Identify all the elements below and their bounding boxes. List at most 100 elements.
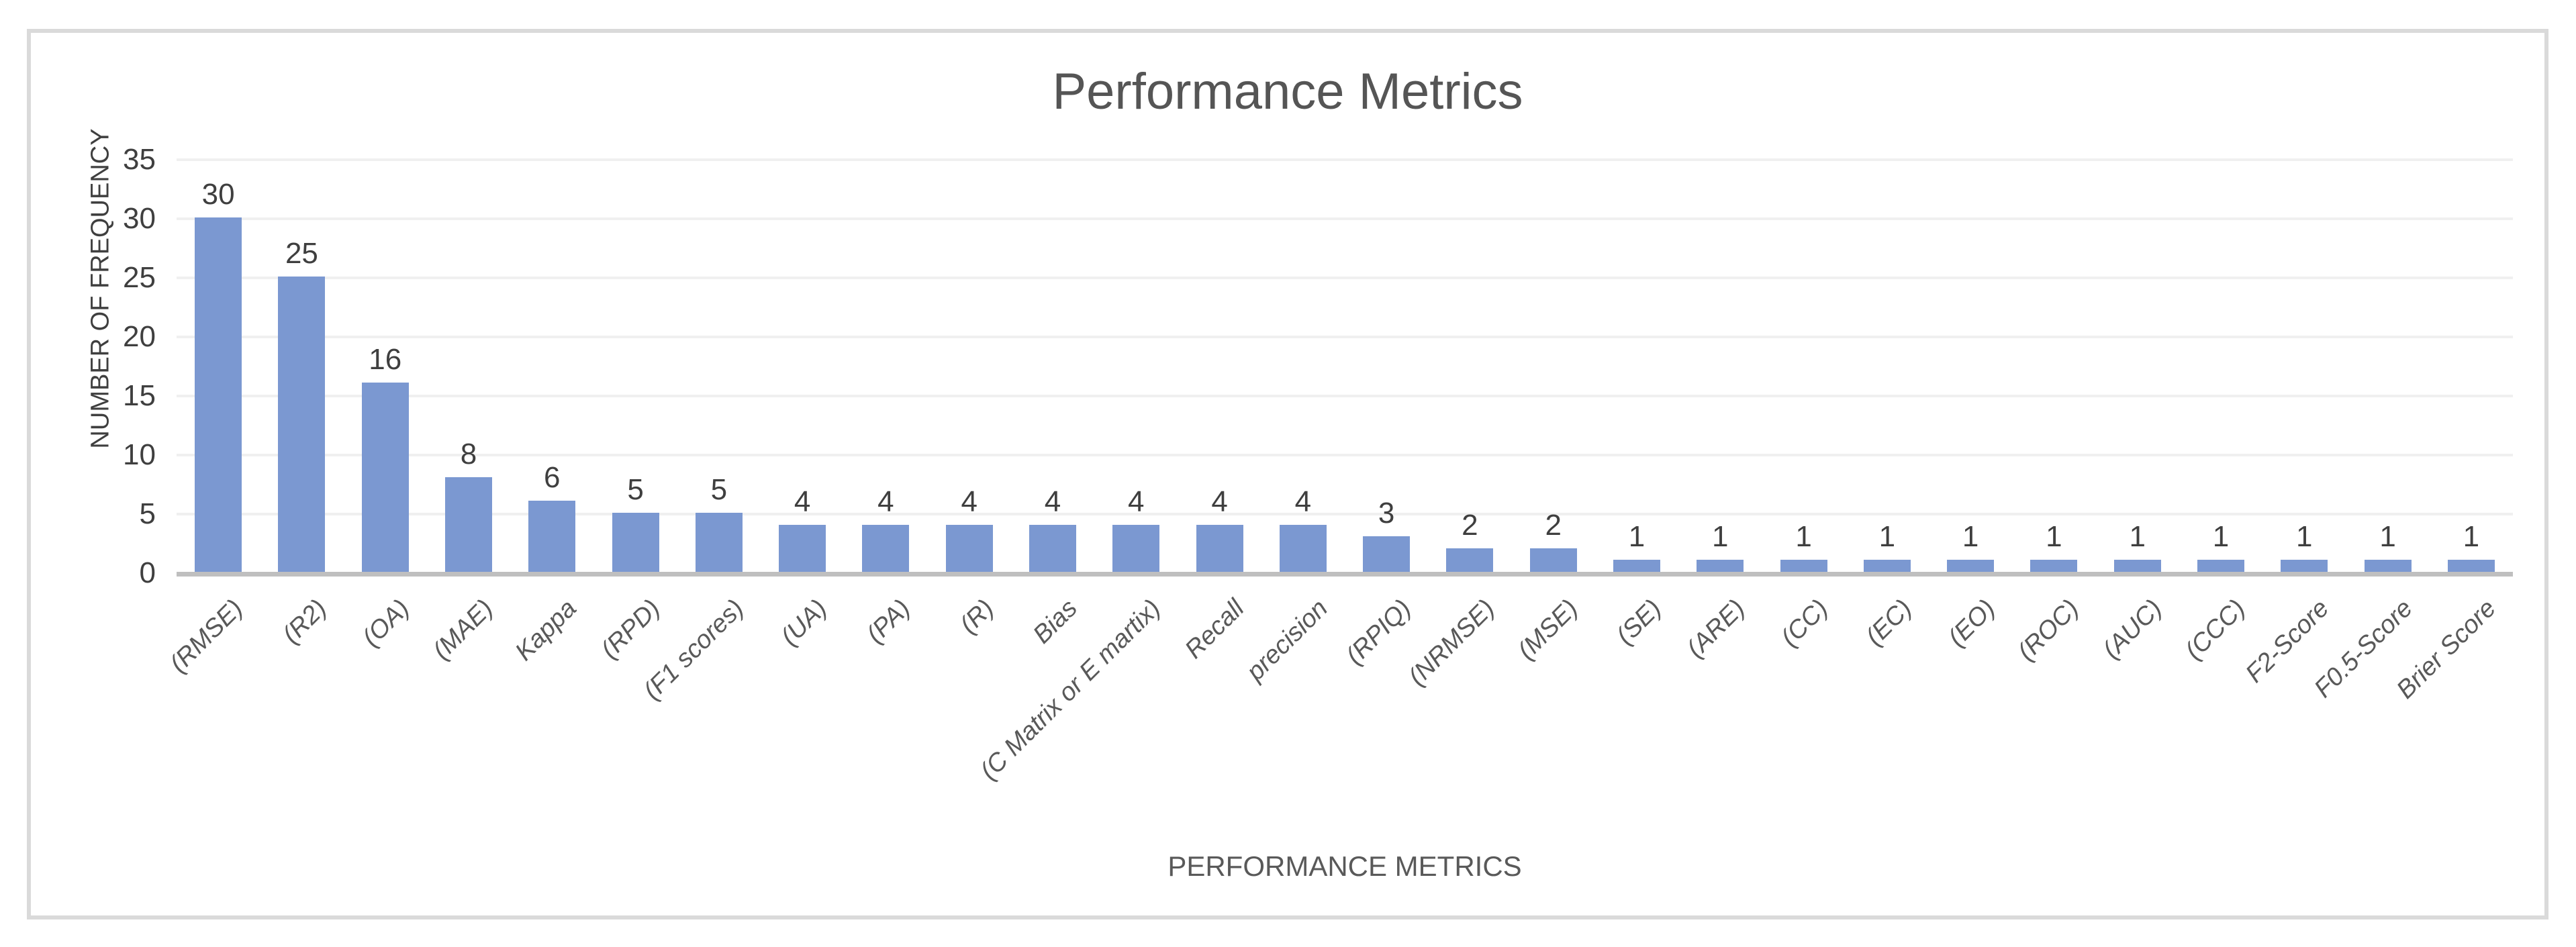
bar-value-label: 5 [627, 473, 644, 506]
bar-value-label: 8 [460, 438, 477, 471]
bar [2447, 560, 2495, 572]
bar-value-label: 4 [877, 485, 894, 518]
x-category-label: precision [1241, 594, 1333, 687]
bar [528, 501, 576, 572]
bar [1363, 536, 1411, 572]
bar [612, 513, 659, 572]
gridline-15 [177, 395, 2513, 397]
x-category-label: (PA) [861, 594, 916, 649]
x-axis-title: PERFORMANCE METRICS [1167, 850, 1522, 882]
x-category-label: (AUC) [2097, 594, 2168, 664]
bar [862, 524, 910, 572]
bar-value-label: 16 [369, 343, 402, 377]
bar-value-label: 1 [1628, 520, 1645, 554]
y-tick-label: 35 [123, 143, 156, 176]
bar [779, 524, 826, 572]
bar [945, 524, 993, 572]
bar-value-label: 4 [1044, 485, 1061, 518]
bar [1780, 560, 1827, 572]
bar [1613, 560, 1660, 572]
bar-value-label: 4 [1294, 485, 1312, 518]
x-category-label: (SE) [1611, 594, 1667, 650]
x-category-label: (ROC) [2012, 594, 2085, 666]
bar [1446, 548, 1494, 572]
bar [2113, 560, 2161, 572]
x-category-label: (CC) [1776, 594, 1834, 652]
bar-value-label: 4 [961, 485, 977, 518]
bar-value-label: 2 [1462, 508, 1478, 542]
x-category-label: Recall [1180, 594, 1250, 664]
bar-value-label: 1 [2379, 520, 2396, 554]
x-axis-line [177, 572, 2513, 577]
x-category-label: (UA) [775, 594, 833, 652]
chart-card: Performance Metrics NUMBER OF FREQUENCY … [27, 29, 2548, 919]
y-tick-label: 10 [123, 438, 156, 471]
gridline-30 [177, 217, 2513, 220]
bar-value-label: 1 [1712, 520, 1729, 554]
gridline-25 [177, 277, 2513, 279]
x-category-label: (EO) [1942, 594, 2001, 652]
bar-value-label: 6 [544, 461, 561, 495]
bar-value-label: 4 [1211, 485, 1228, 518]
x-category-label: (NRMSE) [1402, 594, 1500, 691]
y-tick-label: 15 [123, 379, 156, 412]
bar [1863, 560, 1911, 572]
bar-value-label: 5 [710, 473, 728, 506]
x-category-label: Bias [1028, 594, 1083, 650]
bar-value-label: 4 [794, 485, 811, 518]
x-category-label: (ARE) [1681, 594, 1751, 664]
bar [195, 217, 242, 572]
bar-value-label: 30 [201, 178, 235, 211]
x-category-label: (RPD) [595, 594, 666, 664]
bar-value-label: 1 [2463, 520, 2480, 554]
bar [1697, 560, 1744, 572]
bar [695, 513, 743, 572]
y-tick-label: 30 [123, 202, 156, 235]
bar [2364, 560, 2412, 572]
bar [1947, 560, 1995, 572]
bar-value-label: 1 [1795, 520, 1812, 554]
chart-title: Performance Metrics [1052, 63, 1523, 120]
y-tick-label: 5 [139, 497, 156, 530]
bar-value-label: 1 [2046, 520, 2062, 554]
y-tick-label: 20 [123, 320, 156, 353]
gridline-5 [177, 513, 2513, 515]
x-category-label: (EC) [1860, 594, 1917, 652]
bar [1112, 524, 1160, 572]
bar-value-label: 1 [2129, 520, 2146, 554]
bar-value-label: 2 [1545, 508, 1562, 542]
bar [2197, 560, 2244, 572]
x-category-label: Kappa [510, 594, 583, 666]
x-category-label: (MAE) [428, 594, 499, 666]
x-category-label: (RMSE) [164, 594, 249, 679]
gridline-35 [177, 158, 2513, 161]
y-tick-label: 25 [123, 261, 156, 294]
x-category-label: (MSE) [1512, 594, 1584, 666]
y-tick-label: 0 [139, 556, 156, 589]
bar [1279, 524, 1327, 572]
x-category-label: (OA) [357, 594, 416, 652]
bar-value-label: 1 [2212, 520, 2230, 554]
bar [2030, 560, 2078, 572]
bar [2281, 560, 2328, 572]
x-category-label: (RPIQ) [1340, 594, 1417, 670]
bar [1196, 524, 1243, 572]
bar-value-label: 1 [1962, 520, 1979, 554]
bar [1029, 524, 1076, 572]
bar-value-label: 25 [285, 237, 318, 270]
gridline-20 [177, 336, 2513, 338]
gridline-10 [177, 454, 2513, 456]
bar-value-label: 1 [2296, 520, 2313, 554]
bar-value-label: 1 [1878, 520, 1896, 554]
bar [361, 383, 409, 572]
bar [1529, 548, 1577, 572]
bar-value-label: 4 [1128, 485, 1145, 518]
bar [278, 277, 326, 572]
bar [445, 477, 492, 572]
x-category-label: (CCC) [2180, 594, 2251, 666]
x-category-label: (R) [954, 594, 1000, 640]
x-category-label: (R2) [277, 594, 332, 650]
plot-area: 30 25 16 8 6 5 5 4 4 4 4 4 4 4 3 2 2 1 1 1 1 1 1 1 1 1 1 1 [177, 158, 2513, 577]
bar-value-label: 3 [1378, 497, 1395, 530]
